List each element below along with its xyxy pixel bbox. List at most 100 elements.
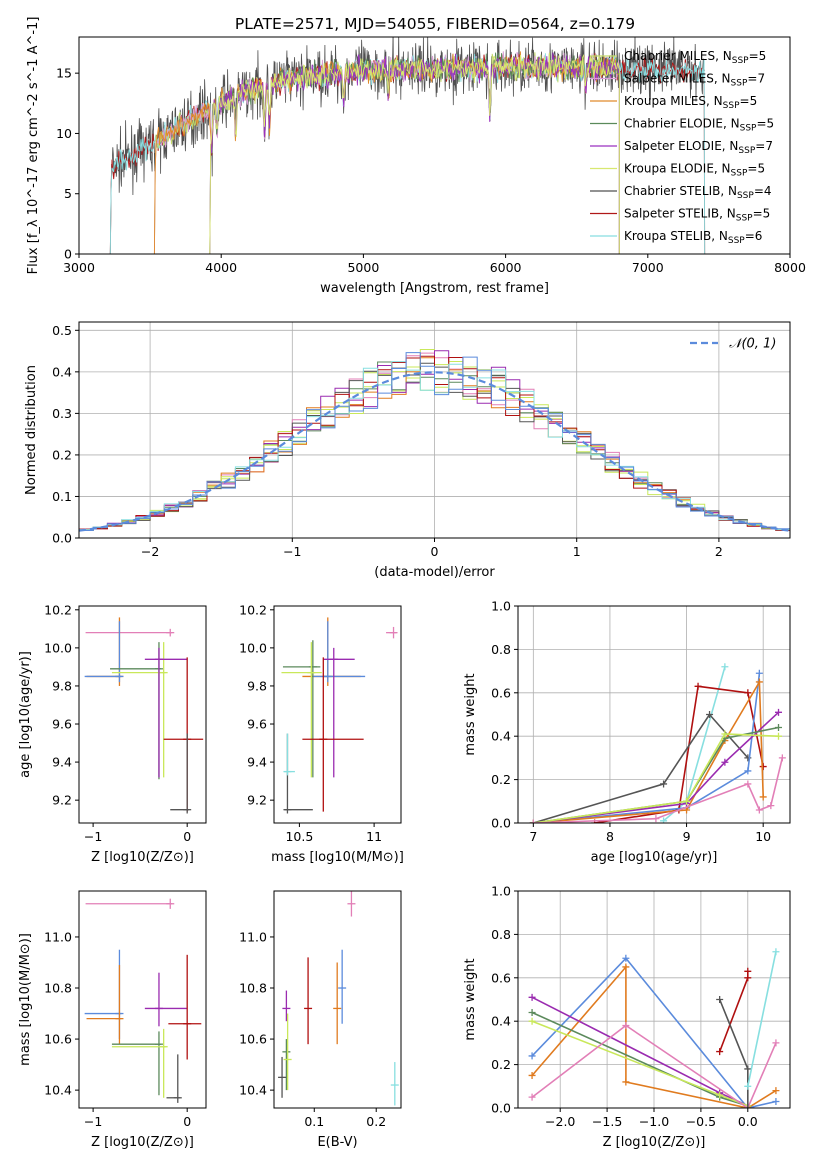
weight-series [529,754,786,823]
errorbar-point [347,891,356,917]
x-tick-label: 7000 [632,260,664,275]
y-tick-label: 9.6 [52,717,72,732]
y-tick-label: 0.4 [491,729,511,744]
weight-line [531,957,777,1108]
weight-marker [759,793,767,801]
x-tick-label: 8000 [774,260,806,275]
weight-series [528,1017,752,1108]
panel-spectrum: 3000 4000 5000 6000 7000 8000 0 5 10 15 wavelength… [26,17,806,296]
weight-series [716,967,752,1056]
x-axis-label: Z [log10(Z/Z⊙)] [91,850,194,865]
y-tick-label: 9.2 [247,793,267,808]
weight-marker [660,780,668,788]
y-tick-label: 1.0 [491,884,511,899]
x-tick-label: −1 [84,829,102,844]
weight-line [531,1024,777,1108]
axes-frame [273,890,402,1109]
weight-marker [528,1052,536,1060]
weight-line [533,679,764,823]
x-tick-label: −2.0 [545,1114,575,1129]
weight-marker [622,1078,630,1086]
spectrum-salpeter-stelib [109,53,706,254]
weight-marker [660,817,668,823]
weight-marker [706,711,714,718]
weight-marker [652,815,660,823]
weight-marker [528,993,536,1001]
y-tick-label: 9.4 [247,755,267,770]
errorbar-point [338,949,347,1024]
x-tick-label: 3000 [63,260,95,275]
y-tick-label: 10.4 [44,1083,72,1098]
y-tick-label: 0.0 [491,1101,511,1116]
x-axis-label: Z [log10(Z/Z⊙)] [603,1135,706,1150]
x-tick-label: −1.5 [592,1114,622,1129]
y-tick-label: 9.6 [247,717,267,732]
errorbar-point [111,1028,168,1098]
x-tick-label: 8 [606,829,614,844]
y-tick-label: 0.2 [491,1057,511,1072]
errorbar-point [207,734,215,776]
errorbar-point [166,1054,182,1103]
x-tick-label: 1 [573,544,581,559]
y-tick-label: 0.2 [491,772,511,787]
plot-area [528,948,780,1108]
y-tick-label: 9.2 [52,793,72,808]
weight-line [747,951,777,1087]
x-tick-label: −1 [84,1114,102,1129]
errorbar-point [207,1062,215,1090]
x-tick-label: 10.5 [285,829,313,844]
y-tick-label: 11.0 [44,929,72,944]
weight-marker [767,802,775,810]
x-tick-label: 5000 [347,260,379,275]
errorbar-point [323,647,355,778]
weight-marker [622,954,630,962]
weight-series [529,678,767,823]
x-axis-label: (data-model)/error [374,565,495,580]
errorbar-point [85,898,175,909]
x-tick-label: 10 [755,829,771,844]
y-axis-label: mass [log10(M/M⊙)] [18,933,33,1066]
x-tick-label: 0 [431,544,439,559]
x-tick-label: 0.1 [304,1114,324,1129]
legend-entry: Salpeter STELIB, NSSP=5 [624,207,770,224]
y-tick-label: 10 [56,126,72,141]
errorbar-point [86,617,124,686]
y-tick-label: 0.6 [491,970,511,985]
errorbar-point [110,642,163,780]
weight-marker [694,682,702,690]
weight-marker [716,996,724,1003]
y-tick-label: 0.0 [52,531,72,546]
weight-marker [778,754,786,762]
weight-series [744,948,780,1090]
y-axis-label: age [log10(age/yr)] [18,651,33,778]
weight-marker [716,1048,724,1056]
errorbar-point [312,621,366,683]
weight-marker [683,797,691,805]
plot-area [84,898,215,1103]
weight-line [533,757,784,823]
x-tick-label: 0 [183,829,191,844]
legend-entry: Chabrier ELODIE, NSSP=5 [624,117,774,134]
legend-entry: Chabrier STELIB, NSSP=4 [624,184,772,201]
y-tick-label: 0.8 [491,642,511,657]
weight-marker [775,724,783,732]
x-tick-label: 0 [183,1114,191,1129]
weight-marker [528,1017,536,1025]
y-tick-label: 10.6 [44,1032,72,1047]
x-tick-label: −1.0 [639,1114,669,1129]
axes-frame [273,605,402,824]
y-tick-label: 0.3 [52,406,72,421]
y-axis-label: mass weight [463,673,478,755]
y-tick-label: 1.0 [491,599,511,614]
panel-age_vs_mass: 10.5 11 9.2 9.4 9.6 9.8 10.0 10.2 mass [log10(M/… [239,602,404,865]
plot-area [79,349,790,532]
x-tick-label: −2 [141,544,159,559]
weight-line [533,673,761,823]
weight-marker [772,1097,780,1105]
y-tick-label: 10.6 [239,1032,267,1047]
weight-marker [744,1065,752,1073]
weight-marker [755,806,763,814]
weight-series [660,663,729,823]
weight-marker [744,974,752,982]
